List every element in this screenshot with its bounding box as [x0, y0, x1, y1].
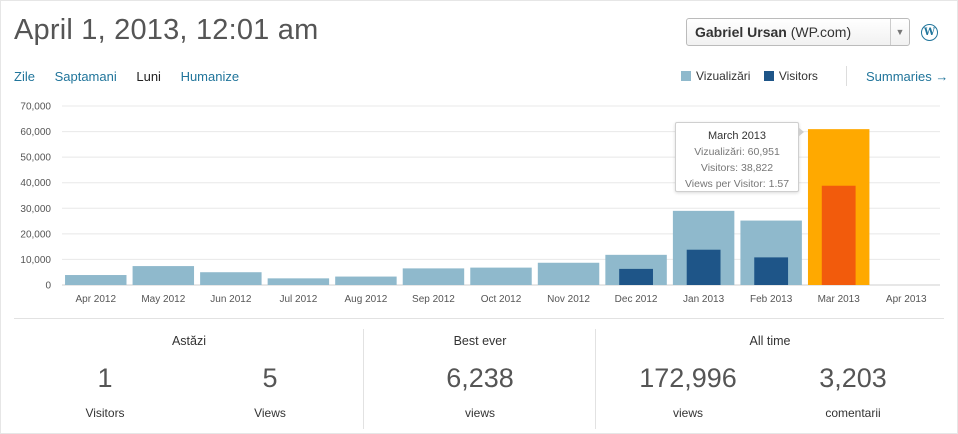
y-tick-label: 30,000: [20, 204, 51, 215]
all-time-comments-label: comentarii: [825, 406, 881, 420]
x-tick-label: Dec 2012: [615, 294, 658, 305]
tab-months[interactable]: Luni: [136, 69, 161, 84]
bar-views: [537, 262, 600, 285]
x-tick-label: Jul 2012: [279, 294, 317, 305]
all-time-views-value: 172,996: [639, 363, 737, 393]
site-name: Gabriel Ursan: [695, 24, 787, 40]
y-tick-label: 10,000: [20, 255, 51, 266]
bar-views: [200, 272, 262, 285]
chevron-down-icon[interactable]: ▼: [890, 19, 909, 45]
today-visitors-value: 1: [97, 363, 113, 393]
x-tick-label: Feb 2013: [750, 294, 793, 305]
y-tick-label: 0: [45, 281, 51, 292]
chart-tooltip: March 2013 Vizualizări: 60,951 Visitors:…: [675, 122, 804, 192]
today-views-label: Views: [254, 406, 286, 420]
tooltip-views: Vizualizări: 60,951: [694, 146, 780, 158]
bar-views: [470, 267, 532, 285]
today-views-value: 5: [262, 363, 278, 393]
period-tabs: Zile Saptamani Luni Humanize: [14, 69, 255, 84]
best-ever-section: Best ever 6,238 views: [364, 319, 596, 429]
y-tick-label: 70,000: [20, 102, 51, 113]
tooltip-title: March 2013: [707, 130, 767, 142]
y-tick-label: 50,000: [20, 153, 51, 164]
bar-views: [65, 275, 127, 285]
stats-summary: Astăzi 1 Visitors 5 Views Best ever 6,23…: [14, 318, 944, 429]
bar-visitors: [619, 268, 653, 285]
best-ever-views: 6,238 views: [410, 363, 550, 420]
all-time-views: 172,996 views: [618, 363, 758, 420]
bar-views: [132, 266, 195, 285]
all-time-comments: 3,203 comentarii: [783, 363, 923, 420]
tab-humanize[interactable]: Humanize: [180, 69, 240, 84]
best-ever-views-value: 6,238: [446, 363, 514, 393]
today-section: Astăzi 1 Visitors 5 Views: [14, 319, 364, 429]
views-bar-chart: 0 10,000 20,000 30,000 40,000 50,000 60,000 70,…: [20, 102, 940, 305]
x-tick-label: May 2012: [141, 294, 185, 305]
site-suffix: (WP.com): [790, 24, 852, 40]
section-divider: [595, 329, 596, 429]
bar-visitors: [754, 257, 789, 285]
y-tick-label: 20,000: [20, 229, 51, 240]
summaries-link[interactable]: Summaries →: [866, 69, 949, 84]
all-time-views-label: views: [672, 406, 703, 420]
today-visitors: 1 Visitors: [35, 363, 175, 420]
legend-swatch-visitors: [763, 71, 774, 81]
all-time-title: All time: [749, 334, 791, 348]
tab-weeks[interactable]: Saptamani: [54, 69, 117, 84]
y-tick-label: 40,000: [20, 178, 51, 189]
bar-views: [335, 276, 397, 285]
page-title: April 1, 2013, 12:01 am: [14, 14, 319, 46]
x-tick-label: Nov 2012: [547, 294, 590, 305]
tab-days[interactable]: Zile: [14, 69, 35, 84]
tooltip-visitors: Visitors: 38,822: [700, 162, 774, 174]
section-divider: [363, 329, 364, 429]
bar-visitors: [821, 185, 856, 285]
x-tick-label: Sep 2012: [412, 294, 455, 305]
y-tick-label: 60,000: [20, 127, 51, 138]
x-tick-label: Apr 2012: [75, 294, 116, 305]
legend-views-label: Vizualizări: [696, 69, 751, 83]
x-tick-label: Jun 2012: [210, 294, 252, 305]
wordpress-icon[interactable]: W: [921, 24, 938, 41]
today-title: Astăzi: [171, 334, 207, 348]
x-tick-label: Jan 2013: [683, 294, 725, 305]
legend-swatch-views: [681, 71, 691, 81]
legend-visitors-label: Visitors: [778, 69, 818, 83]
all-time-section: All time 172,996 views 3,203 comentarii: [596, 319, 944, 429]
bar-visitors: [686, 249, 721, 285]
today-views: 5 Views: [200, 363, 340, 420]
x-tick-label: Mar 2013: [818, 294, 861, 305]
site-selector[interactable]: Gabriel Ursan (WP.com) ▼: [686, 18, 910, 46]
chart-legend: Vizualizări Visitors: [681, 69, 828, 83]
best-ever-title: Best ever: [453, 334, 507, 348]
x-tick-label: Oct 2012: [481, 294, 522, 305]
today-visitors-label: Visitors: [85, 406, 125, 420]
x-tick-label: Aug 2012: [345, 294, 388, 305]
tooltip-ratio: Views per Visitor: 1.57: [684, 178, 790, 190]
bar-views: [402, 268, 465, 285]
bar-views: [267, 278, 330, 285]
all-time-comments-value: 3,203: [819, 363, 887, 393]
best-ever-views-label: views: [464, 406, 495, 420]
x-tick-label: Apr 2013: [886, 294, 927, 305]
legend-divider: [846, 66, 847, 86]
